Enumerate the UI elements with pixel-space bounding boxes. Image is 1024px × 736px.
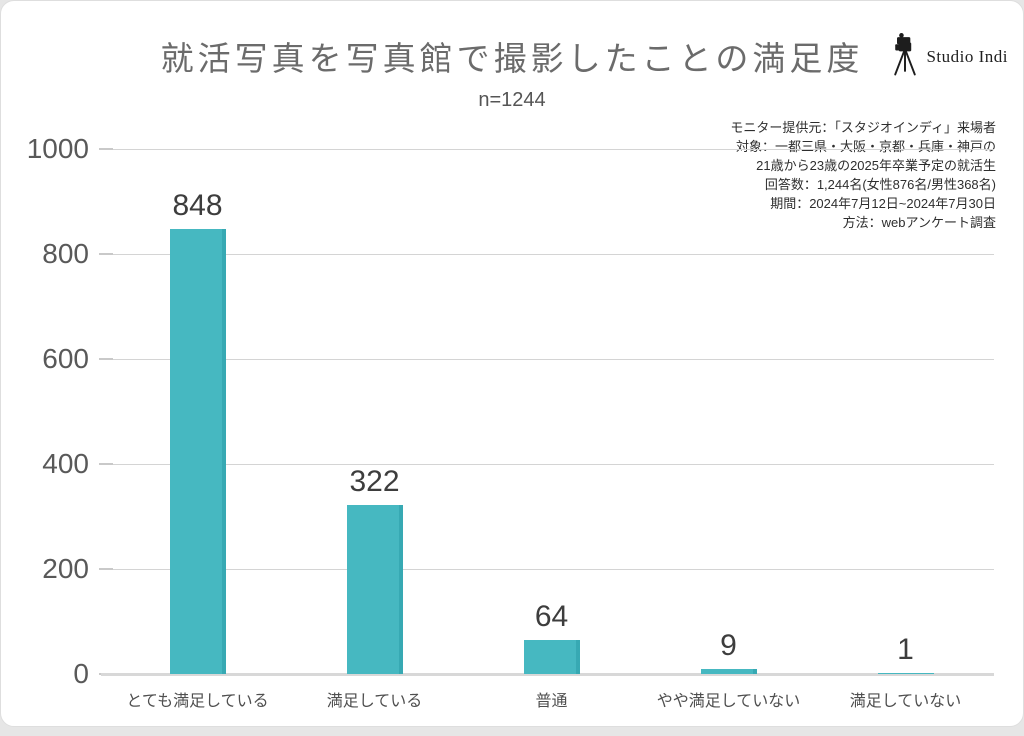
gridline [109,359,994,360]
x-axis-line [101,673,994,676]
y-axis-label: 200 [42,553,89,584]
studio-indi-logo: Studio Indi [889,30,1008,83]
x-axis-label: 満足している [326,693,423,710]
survey-note-line: 対象：一都三県・大阪・京都・兵庫・神戸の [735,139,996,154]
bar-value-label: 9 [720,629,737,663]
bar [700,669,757,674]
chart-title: 就活写真を写真館で撮影したことの満足度 [160,40,864,77]
y-axis-label: 0 [73,658,89,689]
y-axis-tick [99,463,113,465]
y-axis-label: 600 [42,343,89,374]
survey-note-line: 回答数：1,244名(女性876名/男性368名) [764,177,996,192]
y-axis-tick [99,253,113,255]
bar [169,228,226,674]
bar [346,504,403,674]
x-axis-label: とても満足している [126,693,269,710]
gridline [109,254,994,255]
bar-value-label: 322 [349,464,400,498]
bar [523,640,580,674]
gridline [109,464,994,465]
y-axis-tick [99,568,113,570]
y-axis-tick [99,148,113,150]
y-axis-label: 800 [42,238,89,269]
chart-subtitle: n=1244 [478,89,546,111]
bar-value-label: 848 [172,188,223,222]
x-axis-label: 普通 [535,693,568,710]
bar-value-label: 1 [897,633,914,667]
camera-tripod-icon [889,30,921,83]
y-axis-tick [99,358,113,360]
gridline [109,569,994,570]
gridline [109,149,994,150]
y-axis-label: 1000 [26,133,89,164]
x-axis-label: 満足していない [849,693,962,710]
y-axis-label: 400 [42,448,89,479]
survey-notes: モニター提供元：「スタジオインディ」来場者 対象：一都三県・大阪・京都・兵庫・神… [730,118,996,232]
x-axis-label: やや満足していない [656,693,801,710]
bar-value-label: 64 [534,600,569,634]
survey-note-line: 方法：webアンケート調査 [842,215,996,230]
survey-note-line: モニター提供元：「スタジオインディ」来場者 [730,120,996,135]
survey-note-line: 21歳から23歳の2025年卒業予定の就活生 [756,158,996,173]
survey-note-line: 期間：2024年7月12日~2024年7月30日 [770,196,996,211]
bar [877,673,934,674]
logo-text: Studio Indi [926,46,1008,66]
